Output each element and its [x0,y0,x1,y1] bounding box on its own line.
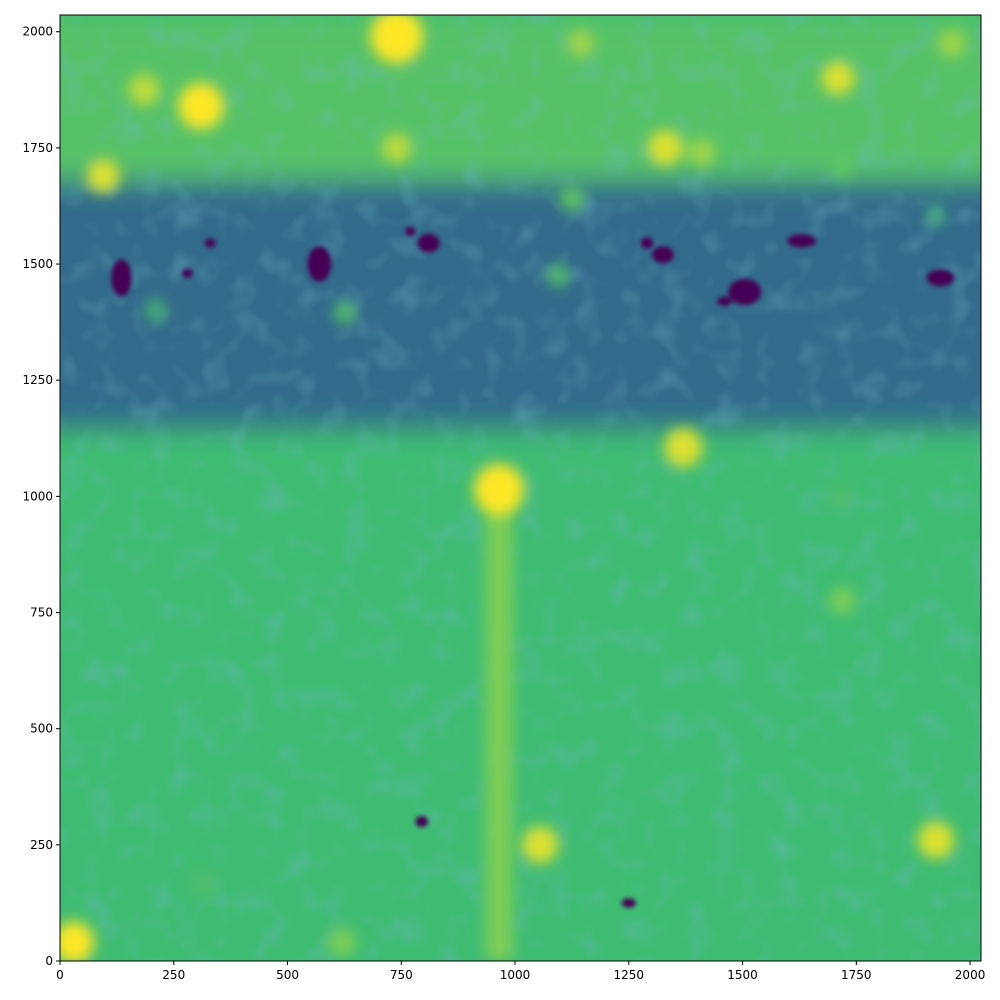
y-tick-label: 1750 [22,141,53,155]
bright-source-6 [86,159,120,193]
y-tick-label: 1000 [22,489,53,503]
dark-blob-0 [111,259,132,297]
bright-source-11 [938,29,966,58]
dark-blob-3 [404,226,416,237]
y-tick-label: 500 [30,722,53,736]
y-tick-label: 2000 [22,25,53,39]
bright-source-21 [60,921,95,961]
bright-source-24 [926,205,946,225]
x-tick-label: 1750 [841,968,872,982]
x-tick-label: 1000 [500,968,531,982]
dark-blob-7 [640,237,654,249]
x-tick-label: 0 [56,968,64,982]
bright-source-10 [821,61,855,95]
bright-source-7 [128,74,160,106]
bright-source-14 [560,186,584,212]
bright-source-17 [144,299,167,322]
y-tick-label: 750 [30,606,53,620]
bright-source-18 [829,587,856,614]
bright-sources [60,15,966,961]
bright-source-3 [664,428,703,468]
dark-blob-1 [307,246,332,282]
bright-source-9 [687,138,716,167]
bright-source-1 [178,82,224,130]
x-tick-label: 250 [162,968,185,982]
y-tick-label: 0 [45,954,53,968]
dark-blob-5 [181,268,193,278]
bright-source-8 [647,130,683,166]
x-tick-label: 1250 [614,968,645,982]
x-tick-label: 750 [390,968,413,982]
dark-blob-12 [415,816,429,828]
bright-source-5 [521,826,559,864]
bright-source-23 [191,872,216,897]
bright-source-15 [547,264,570,287]
x-tick-label: 2000 [955,968,986,982]
bright-source-2 [474,463,525,515]
dark-blobs [111,226,955,908]
y-tick-label: 1250 [22,373,53,387]
dark-blob-10 [787,234,817,248]
bright-source-22 [328,928,356,957]
bright-source-12 [567,29,595,58]
plot-frame [59,14,982,962]
dark-blob-6 [652,246,674,264]
x-tick-label: 1500 [727,968,758,982]
bright-source-4 [917,821,955,859]
bright-source-19 [829,485,852,508]
plot-area [60,15,981,961]
bright-source-16 [333,301,356,324]
bright-source-13 [382,133,412,163]
dark-blob-9 [717,296,732,306]
dark-blob-13 [621,898,637,908]
dark-blob-11 [926,269,955,287]
y-tick-label: 1500 [22,257,53,271]
bright-source-0 [370,15,424,64]
x-axis: 0 250 500 750 1000 1250 1500 1750 2000 [56,961,985,982]
dark-blob-4 [204,238,216,248]
x-tick-label: 500 [276,968,299,982]
dark-blob-8 [728,278,762,305]
bright-source-20 [831,155,854,178]
y-axis: 0 250 500 750 1000 1250 1500 1750 2000 [22,25,60,968]
streak-bar [486,487,513,961]
dark-blob-2 [417,233,440,253]
y-tick-label: 250 [30,838,53,852]
bright-streak [486,487,513,961]
